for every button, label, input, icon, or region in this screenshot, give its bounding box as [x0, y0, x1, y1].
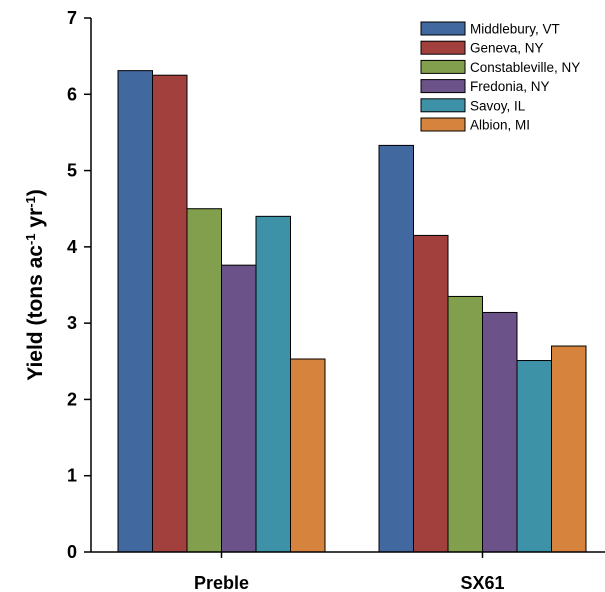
y-tick-label: 3 — [67, 313, 77, 333]
bar-sx61-constableville-ny — [448, 296, 483, 552]
y-tick-label: 5 — [67, 161, 77, 181]
legend-swatch — [421, 22, 465, 35]
legend-swatch — [421, 41, 465, 54]
bar-sx61-fredonia-ny — [483, 312, 518, 552]
y-tick-label: 0 — [67, 542, 77, 562]
legend-swatch — [421, 99, 465, 112]
x-category-label: Preble — [194, 573, 249, 592]
legend-label: Savoy, IL — [470, 98, 526, 113]
bar-sx61-savoy-il — [517, 361, 552, 552]
x-labels-group: Preble SX61 — [194, 552, 505, 592]
bar-preble-savoy-il — [256, 216, 291, 552]
legend-label: Albion, MI — [470, 118, 530, 133]
legend-swatch — [421, 60, 465, 73]
y-axis-label-sup1: -1 — [23, 233, 38, 245]
y-axis-label-prefix: Yield (tons ac — [24, 245, 47, 381]
legend-swatch — [421, 80, 465, 93]
y-tick-label: 2 — [67, 389, 77, 409]
y-ticks-group: 0 1 2 3 4 5 6 7 — [67, 8, 91, 562]
x-category-label: SX61 — [460, 573, 504, 592]
y-axis-label-mid: yr — [24, 208, 47, 234]
bar-sx61-geneva-ny — [414, 235, 449, 552]
bar-preble-constableville-ny — [187, 209, 222, 552]
bar-sx61-middlebury-vt — [379, 145, 414, 552]
y-tick-label: 1 — [67, 466, 77, 486]
legend: Middlebury, VT Geneva, NY Constableville, … — [421, 22, 580, 133]
bar-sx61-albion-mi — [552, 346, 587, 552]
bar-preble-geneva-ny — [153, 75, 188, 552]
y-axis-label-suffix: ) — [24, 189, 47, 196]
y-axis-label: Yield (tons ac-1 yr-1) — [23, 189, 48, 381]
y-tick-label: 4 — [67, 237, 77, 257]
legend-swatch — [421, 118, 465, 131]
y-tick-label: 7 — [67, 8, 77, 28]
legend-label: Geneva, NY — [470, 41, 544, 56]
legend-label: Middlebury, VT — [470, 22, 560, 37]
legend-label: Constableville, NY — [470, 60, 580, 75]
y-tick-label: 6 — [67, 84, 77, 104]
bars-group — [118, 71, 586, 552]
legend-label: Fredonia, NY — [470, 79, 550, 94]
bar-preble-albion-mi — [291, 359, 326, 552]
y-axis-label-sup2: -1 — [23, 196, 38, 208]
bar-preble-middlebury-vt — [118, 71, 153, 552]
bar-preble-fredonia-ny — [222, 265, 257, 552]
